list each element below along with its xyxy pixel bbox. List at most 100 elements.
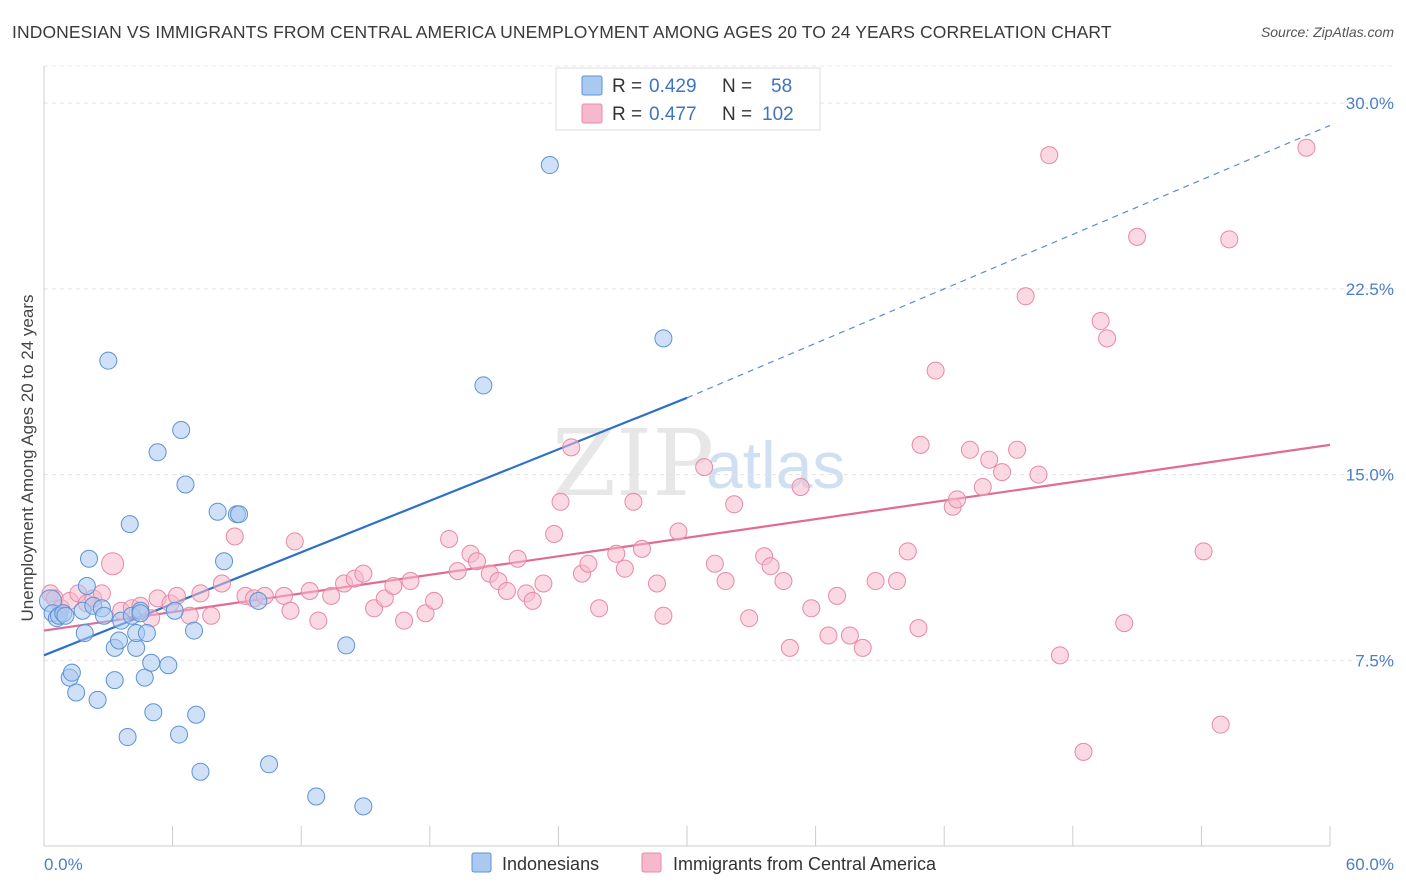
point-central-america [740,609,759,628]
point-indonesians [137,624,156,643]
point-central-america [497,581,516,600]
point-central-america [607,544,626,563]
point-indonesians [230,505,249,524]
point-indonesians [135,668,154,687]
point-indonesians [191,762,210,781]
point-central-america [1297,138,1316,157]
point-central-america [167,586,186,605]
point-central-america [1074,742,1093,761]
point-indonesians [67,683,86,702]
point-central-america [467,552,486,571]
point-central-america [1016,287,1035,306]
point-central-america [828,586,847,605]
point-central-america [819,626,838,645]
point-indonesians [187,705,206,724]
point-central-america [562,438,581,457]
point-indonesians [260,755,279,774]
point-central-america [647,574,666,593]
point-central-america [416,604,435,623]
point-central-america [212,574,231,593]
point-central-america [898,542,917,561]
legend-r-label-2: R = [612,104,642,125]
point-central-america [1091,312,1110,331]
point-indonesians [540,156,559,175]
point-indonesians [110,631,129,650]
axes [43,66,1331,847]
y-tick-label: 22.5% [1346,280,1394,299]
point-central-america [909,619,928,638]
point-central-america [695,458,714,477]
y-tick-label: 30.0% [1346,94,1394,113]
legend-n-value-2: 102 [762,104,794,125]
point-indonesians [474,376,493,395]
point-central-america [1220,230,1239,249]
trend-lines [43,124,1331,657]
point-central-america [384,577,403,595]
bottom-legend-swatch-central-america [641,852,662,873]
point-central-america [375,589,394,608]
source-label: Source: ZipAtlas.com [1260,24,1394,40]
point-indonesians [144,703,163,722]
point-indonesians [654,329,673,348]
x-tick-label-min: 0.0% [44,855,83,874]
point-central-america [180,606,199,625]
point-indonesians [75,624,94,643]
legend-swatch-pink [581,103,603,124]
point-central-america [725,495,744,514]
point-central-america [705,554,724,573]
point-central-america [395,611,414,630]
point-central-america [440,529,459,548]
point-central-america [853,638,872,657]
point-indonesians [77,577,96,595]
point-central-america [508,549,527,568]
point-central-america [401,572,420,591]
point-central-america [275,586,294,605]
point-central-america [1128,227,1147,246]
point-central-america [926,361,945,380]
point-central-america [590,599,609,618]
point-indonesians [354,797,373,816]
point-central-america [632,539,651,558]
legend-r-label-1: R = [612,76,642,97]
point-indonesians [95,606,114,625]
point-central-america [911,435,930,454]
y-tick-label: 7.5% [1355,651,1394,670]
point-indonesians [131,604,150,623]
point-central-america [322,586,341,605]
point-indonesians [208,502,227,521]
bottom-legend-swatch-indonesians [471,852,492,873]
y-tick-label: 15.0% [1346,466,1394,485]
point-central-america [101,552,125,576]
point-central-america [1029,465,1048,484]
point-central-america [1211,715,1230,734]
point-central-america [309,611,328,630]
point-central-america [225,527,244,546]
point-indonesians [118,728,137,747]
point-central-america [980,450,999,469]
point-central-america [1008,440,1027,459]
point-indonesians [56,606,75,625]
point-indonesians [172,421,191,439]
point-central-america [960,440,979,459]
point-central-america [615,559,634,578]
point-indonesians [120,515,139,534]
chart-title: INDONESIAN VS IMMIGRANTS FROM CENTRAL AM… [12,22,1112,42]
point-central-america [1194,542,1213,561]
point-central-america [545,525,564,543]
point-central-america [866,572,885,591]
point-central-america [780,638,799,657]
point-central-america [761,557,780,576]
point-indonesians [148,443,167,462]
point-indonesians [176,475,195,494]
point-central-america [448,562,467,581]
data-points [38,138,1316,816]
point-indonesians [337,636,356,655]
point-central-america [202,606,221,625]
point-indonesians [105,671,124,690]
point-indonesians [159,656,178,675]
point-central-america [534,574,553,593]
point-central-america [802,599,821,618]
point-indonesians [249,591,268,610]
point-central-america [669,522,688,541]
